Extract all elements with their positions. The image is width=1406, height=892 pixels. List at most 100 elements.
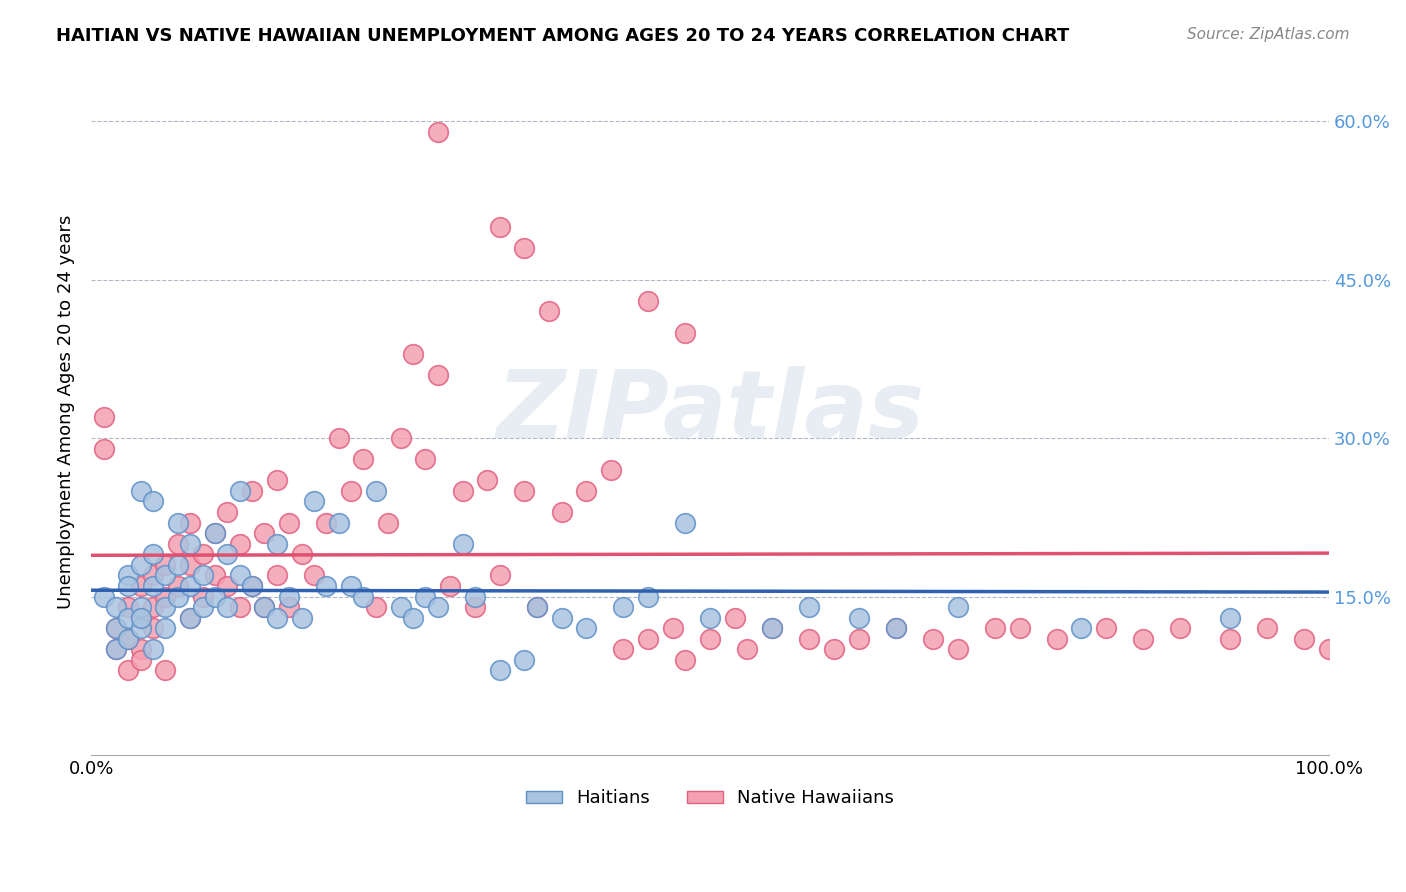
Point bbox=[228, 537, 250, 551]
Point bbox=[1095, 621, 1118, 635]
Point bbox=[1317, 642, 1340, 657]
Point bbox=[142, 547, 165, 561]
Point bbox=[278, 516, 301, 530]
Point bbox=[724, 610, 747, 624]
Point bbox=[426, 125, 449, 139]
Point bbox=[204, 568, 226, 582]
Point bbox=[117, 632, 139, 646]
Point bbox=[104, 621, 127, 635]
Legend: Haitians, Native Hawaiians: Haitians, Native Hawaiians bbox=[519, 782, 901, 814]
Point bbox=[637, 293, 659, 308]
Point bbox=[464, 590, 486, 604]
Point bbox=[1170, 621, 1192, 635]
Point bbox=[217, 600, 239, 615]
Point bbox=[93, 590, 115, 604]
Point bbox=[884, 621, 907, 635]
Point bbox=[191, 547, 214, 561]
Point bbox=[166, 558, 188, 572]
Point bbox=[637, 632, 659, 646]
Point bbox=[104, 621, 127, 635]
Point bbox=[699, 632, 721, 646]
Point bbox=[155, 568, 177, 582]
Point bbox=[217, 505, 239, 519]
Point bbox=[191, 600, 214, 615]
Point bbox=[1070, 621, 1092, 635]
Point bbox=[426, 368, 449, 382]
Point bbox=[550, 505, 572, 519]
Point bbox=[266, 474, 288, 488]
Point bbox=[93, 409, 115, 424]
Point bbox=[266, 568, 288, 582]
Point bbox=[129, 642, 152, 657]
Point bbox=[735, 642, 758, 657]
Point bbox=[315, 579, 337, 593]
Point bbox=[291, 610, 314, 624]
Point bbox=[526, 600, 548, 615]
Point bbox=[662, 621, 685, 635]
Point bbox=[191, 568, 214, 582]
Point bbox=[761, 621, 783, 635]
Point bbox=[1219, 610, 1241, 624]
Point bbox=[179, 537, 201, 551]
Point bbox=[415, 590, 437, 604]
Point bbox=[848, 610, 870, 624]
Point bbox=[142, 579, 165, 593]
Point bbox=[204, 590, 226, 604]
Text: HAITIAN VS NATIVE HAWAIIAN UNEMPLOYMENT AMONG AGES 20 TO 24 YEARS CORRELATION CH: HAITIAN VS NATIVE HAWAIIAN UNEMPLOYMENT … bbox=[56, 27, 1070, 45]
Point bbox=[266, 537, 288, 551]
Point bbox=[253, 526, 276, 541]
Point bbox=[155, 621, 177, 635]
Point bbox=[637, 590, 659, 604]
Point bbox=[922, 632, 945, 646]
Point bbox=[129, 621, 152, 635]
Point bbox=[155, 600, 177, 615]
Point bbox=[117, 664, 139, 678]
Point bbox=[191, 590, 214, 604]
Point bbox=[129, 558, 152, 572]
Point bbox=[142, 642, 165, 657]
Point bbox=[117, 632, 139, 646]
Point bbox=[612, 600, 634, 615]
Point bbox=[179, 610, 201, 624]
Point bbox=[699, 610, 721, 624]
Point bbox=[513, 653, 536, 667]
Point bbox=[104, 642, 127, 657]
Point bbox=[575, 621, 598, 635]
Point bbox=[884, 621, 907, 635]
Point bbox=[155, 590, 177, 604]
Point bbox=[302, 568, 325, 582]
Point bbox=[364, 600, 387, 615]
Point bbox=[1132, 632, 1154, 646]
Point bbox=[129, 579, 152, 593]
Point bbox=[488, 219, 510, 234]
Point bbox=[364, 483, 387, 498]
Point bbox=[848, 632, 870, 646]
Point bbox=[104, 600, 127, 615]
Point bbox=[426, 600, 449, 615]
Point bbox=[179, 516, 201, 530]
Point bbox=[673, 653, 696, 667]
Point bbox=[166, 516, 188, 530]
Point bbox=[353, 452, 375, 467]
Point bbox=[104, 642, 127, 657]
Point bbox=[155, 664, 177, 678]
Point bbox=[946, 600, 969, 615]
Point bbox=[129, 610, 152, 624]
Point bbox=[477, 474, 499, 488]
Point bbox=[129, 600, 152, 615]
Point bbox=[353, 590, 375, 604]
Point bbox=[142, 494, 165, 508]
Point bbox=[984, 621, 1007, 635]
Point bbox=[823, 642, 845, 657]
Point bbox=[415, 452, 437, 467]
Point bbox=[166, 537, 188, 551]
Point bbox=[600, 463, 623, 477]
Point bbox=[513, 241, 536, 255]
Point bbox=[204, 526, 226, 541]
Point bbox=[550, 610, 572, 624]
Point bbox=[340, 579, 363, 593]
Point bbox=[328, 516, 350, 530]
Point bbox=[1008, 621, 1031, 635]
Point bbox=[302, 494, 325, 508]
Point bbox=[377, 516, 399, 530]
